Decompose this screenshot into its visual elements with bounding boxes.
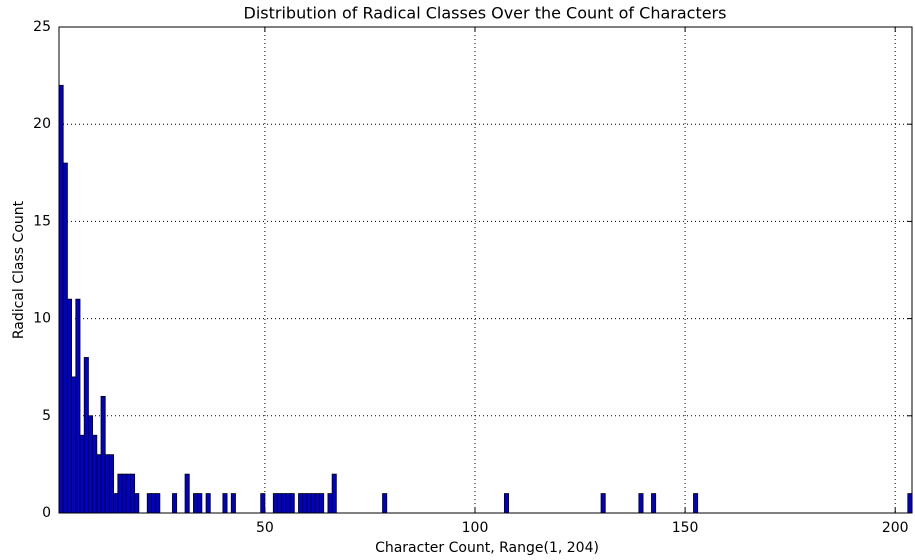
bar — [58, 84, 64, 514]
bar — [193, 493, 199, 514]
bar — [306, 493, 312, 514]
bar — [88, 415, 94, 514]
bar — [92, 434, 98, 514]
bar — [230, 493, 236, 514]
bar — [272, 493, 278, 514]
bar — [151, 493, 157, 514]
y-tick-label: 10 — [33, 311, 51, 327]
bar — [260, 493, 266, 514]
bar — [83, 357, 89, 514]
bar — [310, 493, 316, 514]
bar — [109, 454, 115, 514]
bar — [125, 473, 131, 514]
bar — [600, 493, 606, 514]
bar — [146, 493, 152, 514]
y-tick-label: 25 — [33, 19, 51, 35]
x-tick-label: 150 — [672, 520, 699, 536]
plot-frame — [58, 26, 913, 514]
bar — [117, 473, 123, 514]
bar — [79, 434, 85, 514]
bar — [504, 493, 510, 514]
bar — [285, 493, 291, 514]
y-axis-label: Radical Class Count — [11, 200, 27, 339]
bar — [67, 298, 73, 514]
y-tick-label: 15 — [33, 213, 51, 229]
y-tick-label: 20 — [33, 116, 51, 132]
bar — [172, 493, 178, 514]
x-tick-label: 200 — [882, 520, 909, 536]
bar — [327, 493, 333, 514]
y-tick-label: 0 — [42, 505, 51, 521]
bar — [693, 493, 699, 514]
bar — [319, 493, 325, 514]
bar — [121, 473, 127, 514]
bar — [289, 493, 295, 514]
bar — [222, 493, 228, 514]
x-tick-label: 50 — [256, 520, 274, 536]
bar — [281, 493, 287, 514]
bar — [314, 493, 320, 514]
bar — [302, 493, 308, 514]
y-tick-label: 5 — [42, 408, 51, 424]
x-axis-label: Character Count, Range(1, 204) — [375, 540, 599, 556]
chart-title: Distribution of Radical Classes Over the… — [244, 4, 727, 23]
x-tick-label: 100 — [462, 520, 489, 536]
bar — [331, 473, 337, 514]
bar — [96, 454, 102, 514]
bar — [155, 493, 161, 514]
bar — [184, 473, 190, 514]
bar — [130, 473, 136, 514]
bar — [382, 493, 388, 514]
bar — [62, 162, 68, 514]
bar — [298, 493, 304, 514]
bar — [100, 395, 106, 514]
bar — [113, 493, 119, 514]
bar — [134, 493, 140, 514]
bar — [907, 493, 913, 514]
bar — [205, 493, 211, 514]
bar — [75, 298, 81, 514]
bar — [104, 454, 110, 514]
bar — [277, 493, 283, 514]
bar — [197, 493, 203, 514]
bar — [651, 493, 657, 514]
bar — [71, 376, 77, 514]
bar — [638, 493, 644, 514]
